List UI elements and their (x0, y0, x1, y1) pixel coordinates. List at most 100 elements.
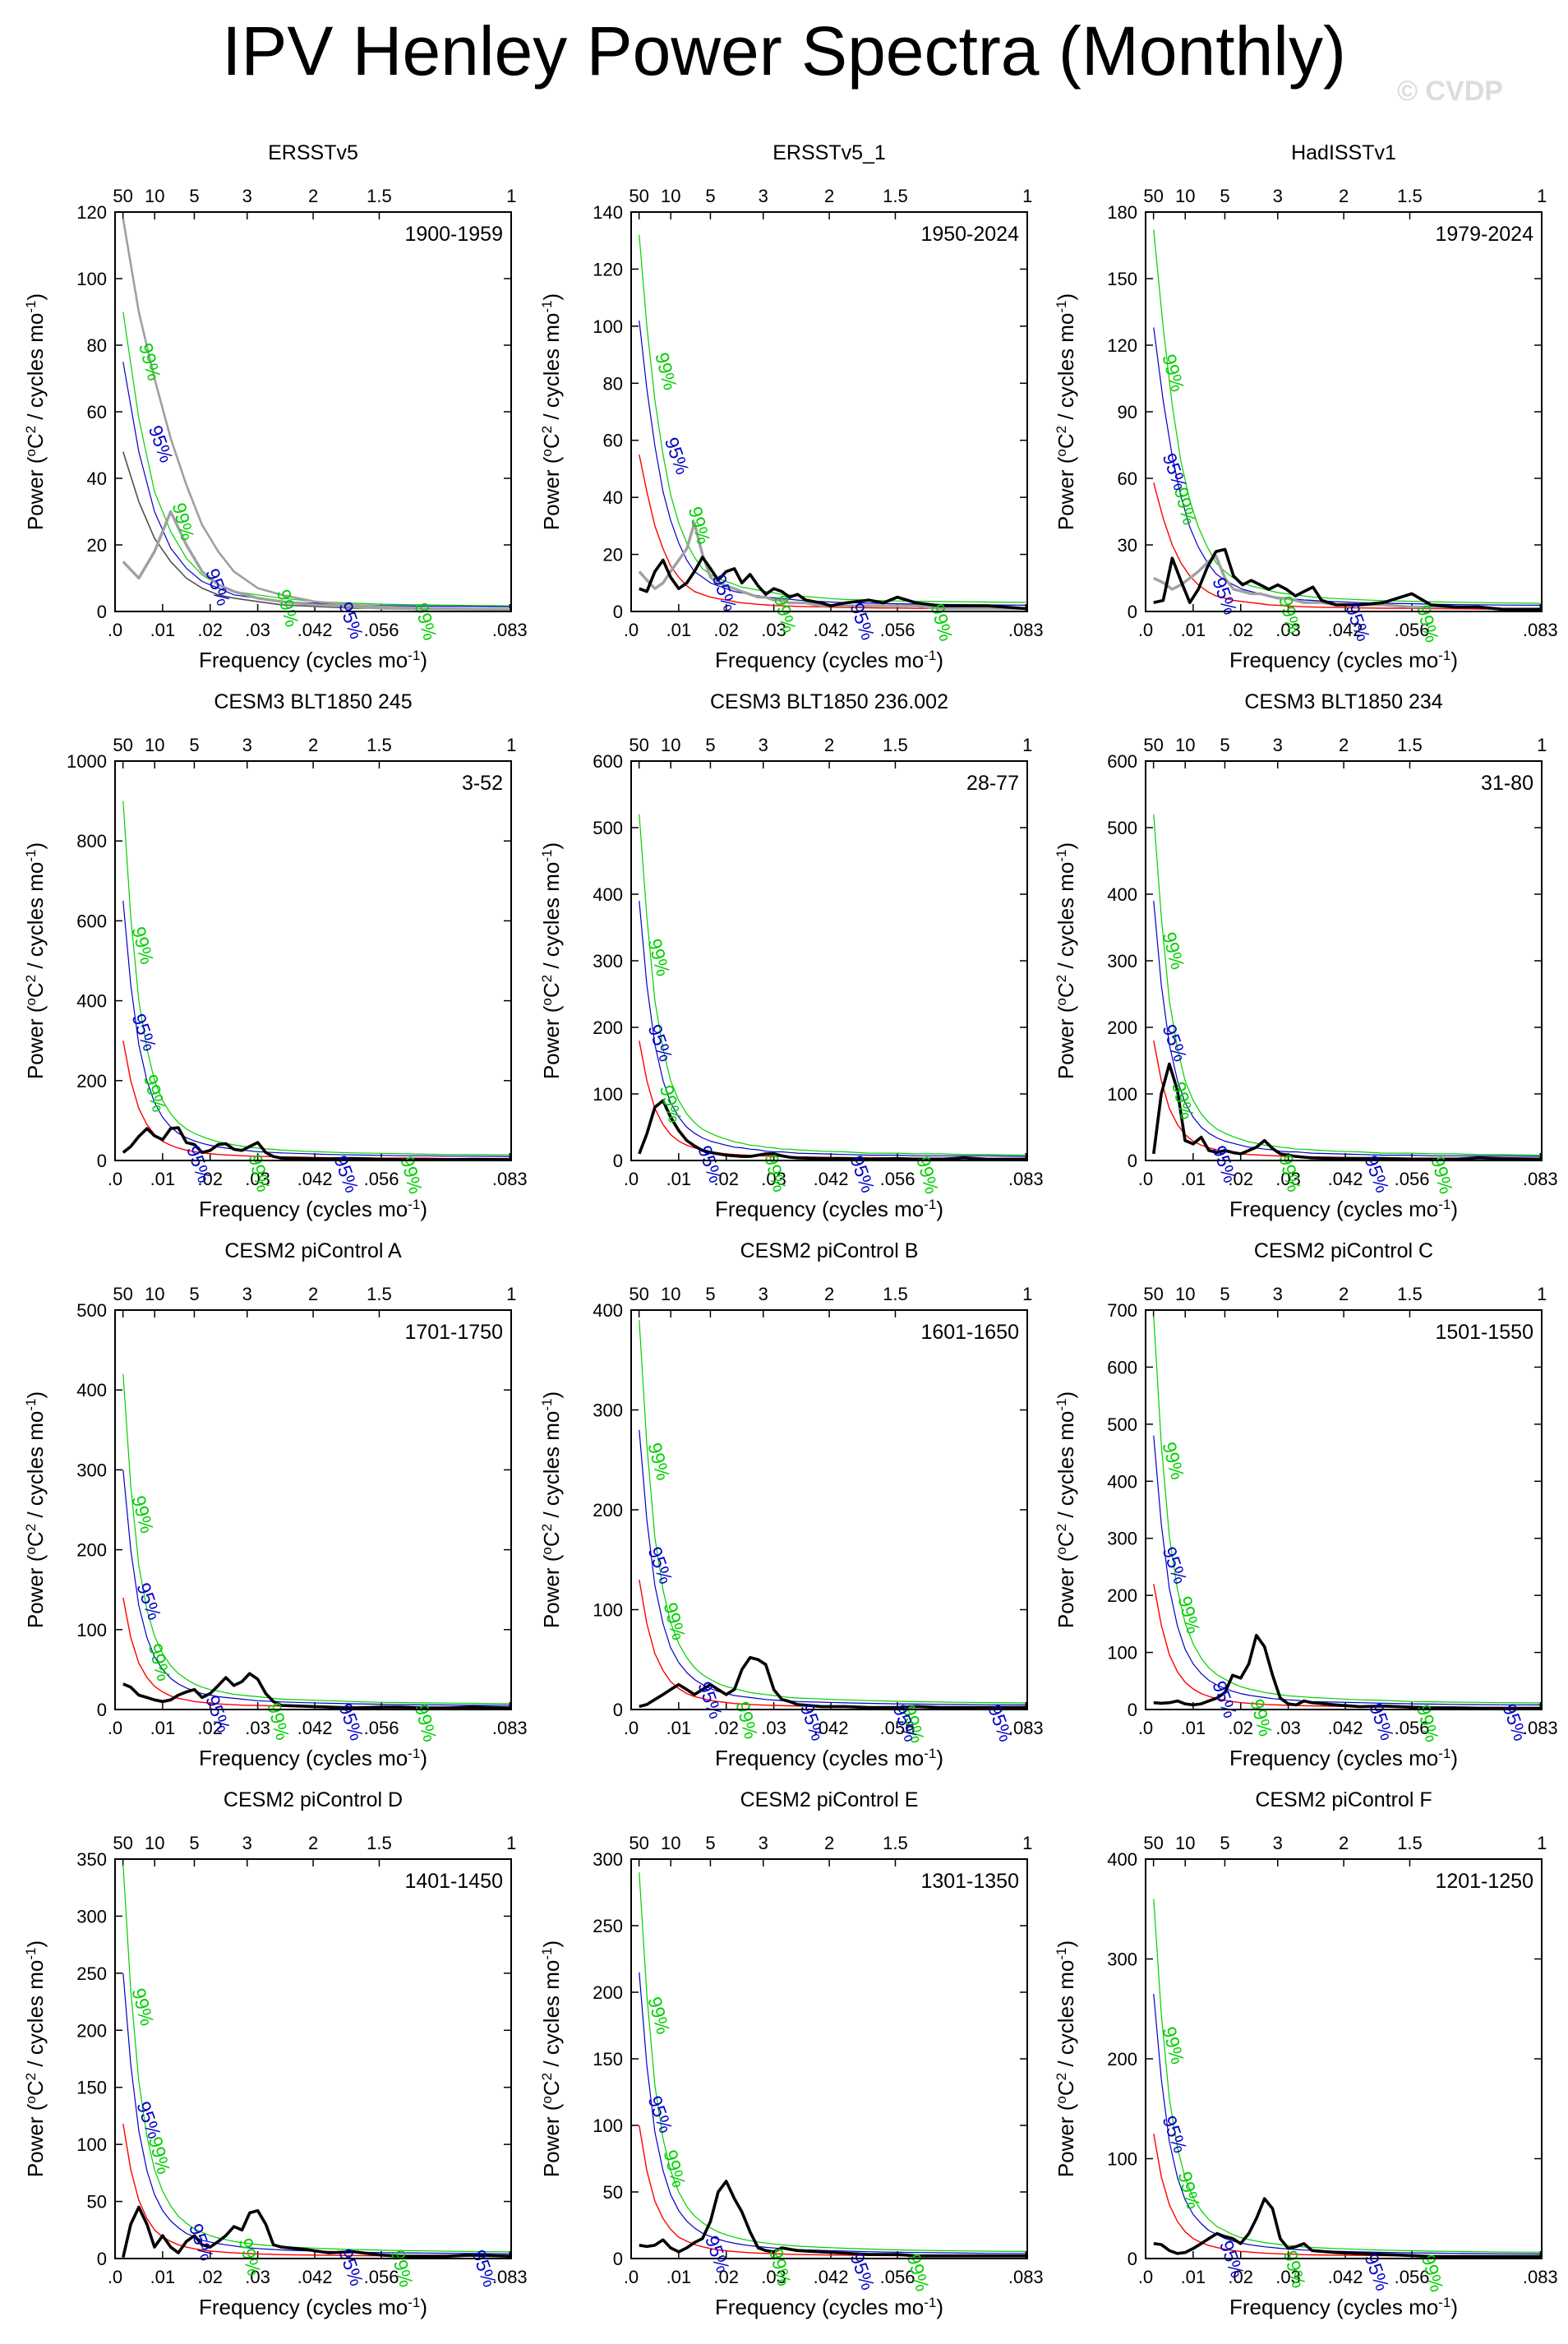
series-spectrum (638, 1099, 1026, 1161)
top-tick-label: 1 (1537, 1833, 1547, 1853)
top-tick-label: 10 (145, 1284, 164, 1304)
y-tick-label: 300 (1107, 951, 1137, 971)
y-tick-label: 300 (1107, 1529, 1137, 1549)
top-tick-label: 3 (242, 1284, 252, 1304)
y-tick-label: 0 (97, 602, 107, 622)
plot-frame (630, 760, 1028, 1161)
y-tick-label: 40 (603, 487, 623, 508)
top-tick-label: 3 (242, 1833, 252, 1853)
y-tick-label: 350 (76, 1849, 107, 1870)
series-c99 (639, 1872, 1026, 2252)
series-spectrum (639, 2180, 1026, 2258)
y-tick-label: 250 (593, 1916, 623, 1936)
x-tick-label: .083 (1008, 1169, 1044, 1189)
plot-frame (1145, 1858, 1543, 2259)
y-tick-label: 100 (593, 1084, 623, 1105)
panel-3: HadISSTv11979-20240306090120150180.0.01.… (1054, 141, 1558, 672)
x-tick-label: .03 (1275, 1169, 1301, 1189)
y-tick-label: 800 (76, 831, 107, 851)
plot-frame (1145, 1309, 1543, 1710)
label-95: 95% (694, 1142, 726, 1185)
top-tick-label: 10 (1175, 735, 1195, 755)
y-tick-label: 100 (1107, 1643, 1137, 1663)
y-axis-label: Power (oC2 / cycles mo-1) (539, 293, 565, 530)
label-95: 95% (128, 1011, 161, 1054)
top-tick-label: 50 (629, 186, 648, 206)
top-tick-label: 5 (189, 1833, 199, 1853)
x-tick-label: .01 (666, 620, 692, 640)
x-tick-label: .083 (1008, 1718, 1044, 1738)
y-tick-label: 400 (593, 884, 623, 905)
x-tick-label: .056 (880, 1169, 915, 1189)
top-tick-label: 1.5 (367, 186, 392, 206)
series-c99 (122, 1864, 510, 2253)
top-tick-label: 10 (145, 186, 164, 206)
y-axis-label: Power (oC2 / cycles mo-1) (23, 842, 48, 1079)
y-axis-label: Power (oC2 / cycles mo-1) (539, 1391, 565, 1628)
y-tick-label: 400 (76, 991, 107, 1012)
x-tick-label: .01 (666, 1718, 692, 1738)
label-99: 99% (643, 1441, 674, 1483)
top-tick-label: 5 (705, 186, 715, 206)
top-tick-label: 5 (705, 1284, 715, 1304)
top-tick-label: 50 (1143, 1833, 1163, 1853)
y-tick-label: 300 (593, 951, 623, 971)
top-tick-label: 1.5 (883, 735, 908, 755)
y-tick-label: 100 (1107, 2149, 1137, 2170)
top-tick-label: 10 (145, 1833, 164, 1853)
top-tick-label: 1.5 (367, 735, 392, 755)
y-tick-label: 200 (593, 1500, 623, 1520)
series-c95 (122, 1973, 510, 2254)
x-tick-label: .02 (713, 1169, 739, 1189)
y-tick-label: 30 (1118, 535, 1137, 556)
top-tick-label: 1 (506, 735, 516, 755)
x-tick-label: .042 (297, 1718, 333, 1738)
label-99: 99% (1158, 2024, 1188, 2066)
top-tick-label: 2 (1339, 1284, 1349, 1304)
label-95: 95% (846, 2250, 879, 2293)
panel-title: CESM3 BLT1850 234 (1244, 690, 1442, 713)
top-tick-label: 1.5 (1397, 1284, 1423, 1304)
series-spectrum (639, 1656, 1026, 1710)
top-tick-label: 5 (189, 186, 199, 206)
top-tick-label: 1 (506, 1833, 516, 1853)
label-95: 95% (145, 422, 178, 465)
y-tick-label: 200 (593, 1982, 623, 2003)
top-tick-label: 5 (1220, 1833, 1229, 1853)
y-tick-label: 0 (1128, 602, 1137, 622)
x-tick-label: .0 (108, 2267, 122, 2287)
y-tick-label: 100 (593, 1600, 623, 1621)
plot-frame (630, 1858, 1028, 2259)
top-tick-label: 2 (1339, 1833, 1349, 1853)
x-tick-label: .083 (492, 1718, 528, 1738)
top-tick-label: 1 (1022, 1833, 1032, 1853)
plot-frame (630, 211, 1028, 612)
x-tick-label: .01 (150, 2267, 176, 2287)
y-tick-label: 60 (1118, 468, 1137, 489)
x-tick-label: .0 (1138, 1169, 1153, 1189)
series-c95 (639, 1429, 1026, 1705)
label-99: 99% (140, 1073, 170, 1114)
y-tick-label: 0 (97, 1151, 107, 1171)
label-95: 95% (701, 2233, 734, 2276)
top-tick-label: 5 (1220, 1284, 1229, 1304)
x-tick-label: .01 (1181, 620, 1206, 640)
y-tick-label: 150 (593, 2049, 623, 2069)
series-spectrum (639, 556, 1026, 611)
y-axis-label: Power (oC2 / cycles mo-1) (539, 1940, 565, 2177)
x-tick-label: .083 (1008, 620, 1044, 640)
series-spectrum (1153, 1633, 1541, 1710)
plot-frame (114, 1858, 512, 2259)
y-tick-label: 600 (593, 751, 623, 772)
label-99: 99% (651, 350, 681, 392)
y-tick-label: 0 (613, 602, 623, 622)
series-c99 (639, 234, 1026, 603)
top-tick-label: 2 (824, 186, 834, 206)
y-axis-label: Power (oC2 / cycles mo-1) (23, 1940, 48, 2177)
y-tick-label: 600 (1107, 751, 1137, 772)
top-tick-label: 3 (1273, 1284, 1283, 1304)
period-label: 1979-2024 (1435, 223, 1533, 246)
x-tick-label: .083 (492, 620, 528, 640)
label-99: 99% (1174, 2169, 1205, 2211)
